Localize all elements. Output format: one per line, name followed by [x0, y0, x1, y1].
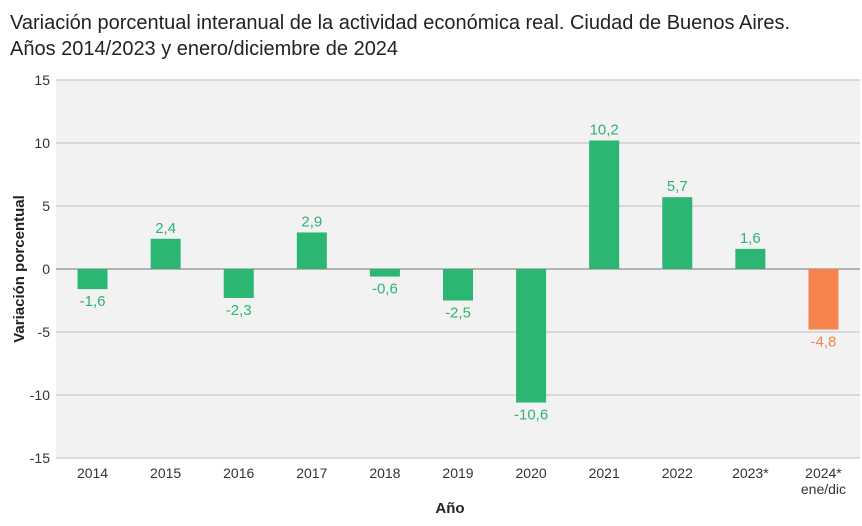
x-tick-label: 2018 [369, 465, 400, 481]
bar [516, 269, 547, 403]
bar [77, 269, 108, 290]
bar [223, 269, 254, 298]
chart-title-line-1: Variación porcentual interanual de la ac… [10, 12, 791, 34]
data-label: -1,6 [80, 293, 106, 310]
x-tick-label: 2017 [296, 465, 327, 481]
data-label: 1,6 [740, 230, 761, 247]
data-label: 2,9 [301, 213, 322, 230]
y-tick-label: -5 [38, 324, 51, 340]
bar [735, 248, 766, 269]
x-tick-label: 2015 [150, 465, 181, 481]
y-axis-label: Variación porcentual [11, 195, 28, 343]
data-label: 5,7 [667, 178, 688, 195]
data-label: -0,6 [372, 281, 398, 298]
x-tick-label: 2022 [662, 465, 693, 481]
x-tick-label: 2014 [77, 465, 108, 481]
y-tick-label: 10 [34, 135, 50, 151]
y-tick-label: 15 [34, 72, 50, 88]
bar [150, 238, 181, 269]
y-axis-ticks: 15 10 5 0 -5 -10 -15 [30, 72, 50, 466]
data-label: -4,8 [811, 333, 837, 350]
data-labels: -1,6 2,4 -2,3 2,9 -0,6 -2,5 -10,6 10,2 5,7 1,6 -4,… [80, 121, 837, 423]
bar [369, 269, 400, 277]
y-tick-label: 5 [42, 198, 50, 214]
x-tick-label: 2021 [589, 465, 620, 481]
bars [77, 140, 839, 403]
x-tick-label: 2019 [442, 465, 473, 481]
x-axis-ticks: 2014 2015 2016 2017 2018 2019 2020 2021 2022 2023… [77, 465, 846, 497]
data-label: -10,6 [514, 407, 548, 424]
chart-title-line-2: Años 2014/2023 y enero/diciembre de 2024 [10, 38, 399, 60]
x-tick-label: 2023* [732, 465, 769, 481]
y-tick-label: -10 [30, 387, 50, 403]
bar [296, 232, 327, 269]
y-tick-label: 0 [42, 261, 50, 277]
data-label: 10,2 [590, 121, 619, 138]
data-label: -2,3 [226, 302, 252, 319]
x-axis-label: Año [435, 500, 464, 517]
bar [662, 197, 693, 269]
chart-title: Variación porcentual interanual de la ac… [10, 10, 850, 62]
x-tick-label: 2024* [805, 465, 842, 481]
y-tick-label: -15 [30, 450, 50, 466]
x-tick-label: 2020 [516, 465, 547, 481]
data-label: 2,4 [155, 220, 176, 237]
data-label: -2,5 [445, 305, 471, 322]
bar [589, 140, 620, 269]
bar [443, 269, 473, 301]
bar [808, 269, 839, 330]
x-tick-sublabel: ene/dic [801, 481, 846, 497]
x-tick-label: 2016 [223, 465, 254, 481]
